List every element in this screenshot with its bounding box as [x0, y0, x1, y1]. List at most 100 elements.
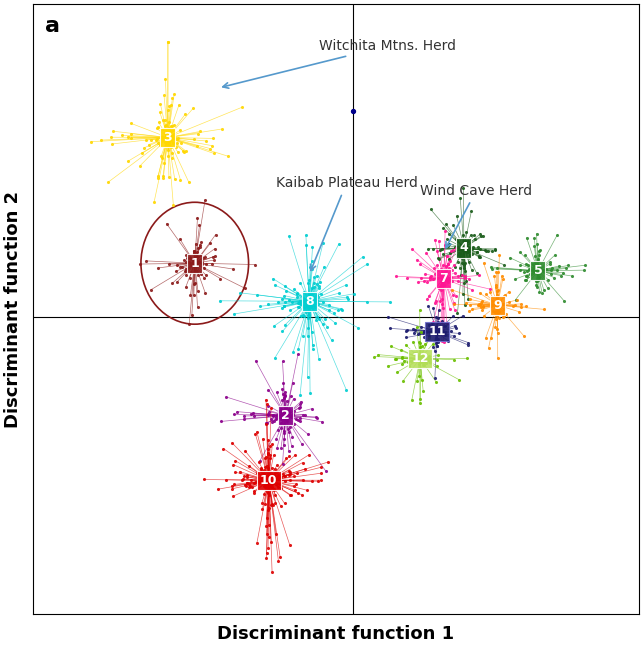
Point	[461, 246, 471, 256]
Point	[167, 153, 177, 163]
Point	[164, 137, 174, 147]
Point	[415, 351, 425, 362]
Point	[493, 267, 503, 278]
Point	[271, 529, 281, 540]
Text: 12: 12	[412, 352, 429, 365]
Point	[433, 333, 443, 344]
Point	[428, 303, 439, 313]
Point	[179, 255, 189, 265]
Point	[492, 295, 502, 305]
Point	[464, 257, 475, 267]
Text: 5: 5	[534, 265, 542, 278]
Point	[410, 348, 421, 358]
Text: Witchita Mtns. Herd: Witchita Mtns. Herd	[223, 39, 457, 88]
Point	[181, 270, 191, 280]
Point	[126, 133, 136, 143]
Point	[516, 299, 526, 309]
Point	[304, 296, 314, 307]
Point	[449, 299, 459, 309]
Point	[442, 250, 452, 261]
Point	[185, 273, 195, 283]
Point	[195, 126, 205, 137]
Point	[163, 105, 173, 116]
Point	[307, 327, 317, 337]
Point	[430, 345, 440, 356]
Point	[418, 360, 428, 371]
Point	[539, 304, 549, 314]
Point	[292, 289, 302, 299]
Point	[263, 410, 273, 421]
Point	[428, 244, 438, 254]
Point	[505, 252, 515, 263]
Point	[153, 170, 163, 181]
Point	[408, 327, 419, 338]
Point	[316, 462, 326, 472]
Point	[197, 259, 207, 270]
Point	[491, 299, 501, 309]
Point	[163, 36, 173, 47]
Point	[511, 294, 521, 305]
Point	[189, 248, 199, 258]
Point	[420, 269, 430, 279]
Point	[532, 276, 543, 286]
Point	[179, 146, 189, 157]
Point	[426, 321, 436, 331]
Point	[460, 242, 471, 252]
Point	[435, 263, 446, 274]
Point	[311, 411, 321, 422]
Point	[417, 341, 427, 351]
Point	[441, 261, 451, 271]
Point	[452, 308, 462, 318]
Point	[439, 280, 449, 291]
Point	[510, 274, 520, 285]
Point	[158, 173, 168, 183]
Point	[327, 335, 337, 345]
Point	[534, 246, 544, 256]
Point	[311, 296, 322, 307]
Point	[491, 322, 501, 332]
Point	[250, 429, 260, 439]
Point	[531, 280, 541, 290]
Point	[108, 126, 118, 137]
Point	[493, 289, 503, 300]
Point	[264, 520, 274, 530]
Point	[430, 322, 440, 332]
Point	[422, 294, 432, 304]
Point	[273, 297, 284, 307]
Point	[268, 471, 278, 481]
Point	[466, 230, 476, 240]
Point	[267, 500, 278, 510]
Point	[579, 260, 590, 270]
Point	[446, 272, 457, 283]
Point	[193, 243, 203, 254]
Point	[437, 316, 448, 326]
Point	[444, 272, 455, 283]
Point	[415, 328, 426, 338]
Point	[284, 426, 294, 437]
Point	[141, 135, 151, 146]
Point	[244, 479, 254, 490]
Point	[285, 540, 295, 550]
Point	[316, 475, 326, 485]
Point	[491, 302, 502, 312]
Point	[298, 410, 308, 420]
Point	[462, 340, 473, 350]
Point	[263, 444, 273, 454]
Point	[493, 285, 503, 296]
Point	[298, 300, 308, 311]
Point	[414, 371, 424, 381]
Point	[267, 479, 277, 489]
Point	[442, 234, 452, 245]
Point	[323, 457, 333, 467]
Point	[168, 125, 178, 135]
Point	[534, 261, 544, 272]
Point	[520, 250, 530, 260]
Point	[280, 470, 291, 481]
Point	[383, 312, 393, 322]
Point	[541, 264, 551, 274]
Point	[528, 259, 538, 269]
Point	[189, 256, 199, 267]
Point	[320, 314, 330, 325]
Point	[567, 271, 577, 281]
Point	[262, 463, 273, 473]
